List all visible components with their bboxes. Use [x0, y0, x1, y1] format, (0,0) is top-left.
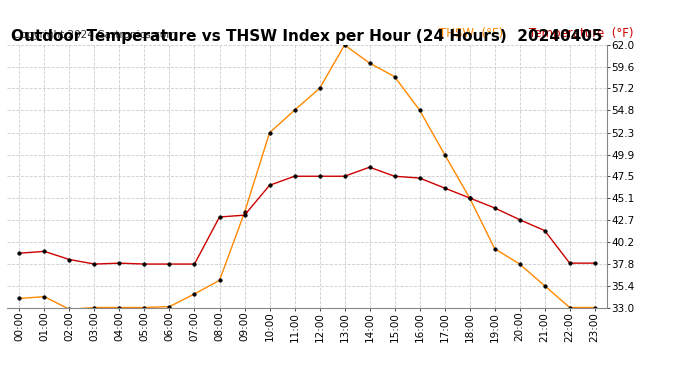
Text: Temperature  (°F): Temperature (°F) [529, 27, 633, 40]
Text: Copyright 2024 Cartronics.com: Copyright 2024 Cartronics.com [13, 30, 176, 40]
Title: Outdoor Temperature vs THSW Index per Hour (24 Hours)  20240405: Outdoor Temperature vs THSW Index per Ho… [11, 29, 603, 44]
Text: THSW  (°F): THSW (°F) [439, 27, 504, 40]
